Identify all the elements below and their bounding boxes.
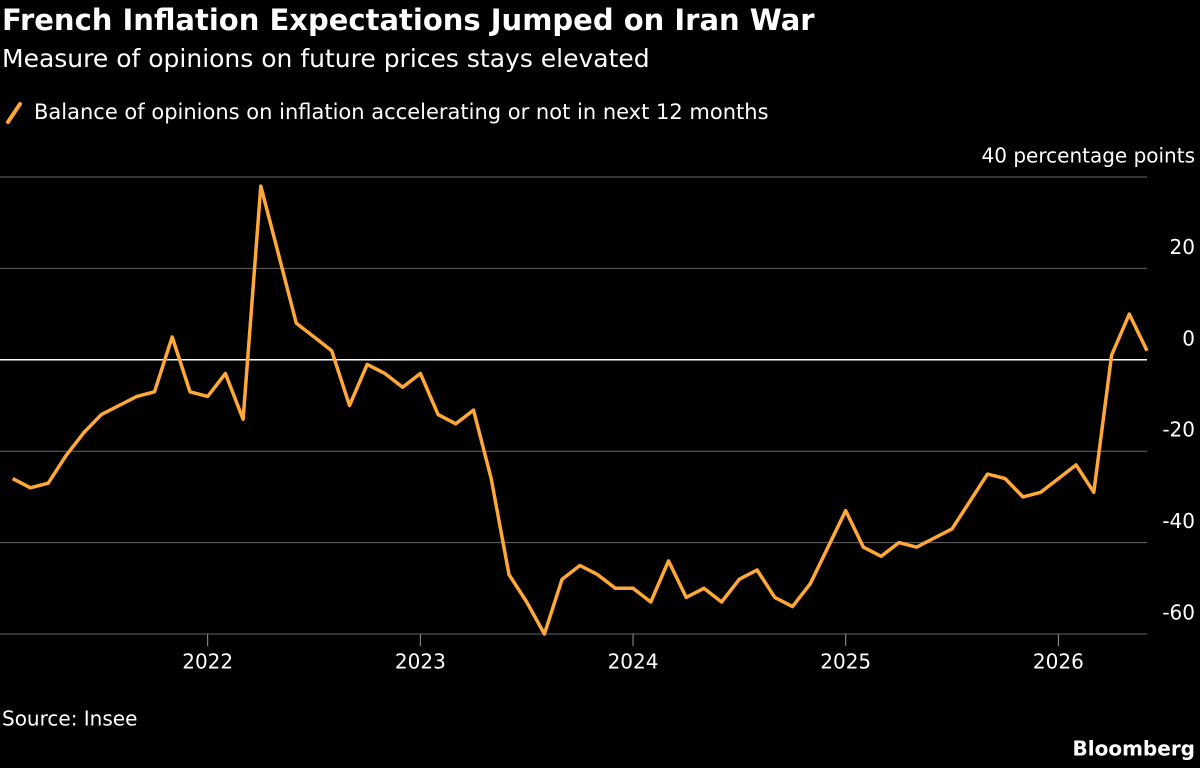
legend-swatch (6, 102, 22, 124)
x-tick-label: 2025 (820, 650, 871, 674)
x-tick-label: 2023 (395, 650, 446, 674)
y-tick-label: -40 (1162, 509, 1195, 533)
source: Source: Insee (2, 707, 137, 731)
x-tick-label: 2026 (1033, 650, 1084, 674)
data-line (11, 184, 1149, 636)
y-tick-label: 20 (1170, 235, 1195, 259)
x-tick-label: 2024 (608, 650, 659, 674)
brand: Bloomberg (1073, 737, 1195, 761)
chart-subtitle: Measure of opinions on future prices sta… (2, 44, 650, 73)
y-tick-label: 40 percentage points (982, 144, 1195, 168)
legend-label: Balance of opinions on inflation acceler… (34, 100, 769, 124)
y-tick-label: 0 (1182, 326, 1195, 350)
chart-title: French Inflation Expectations Jumped on … (2, 3, 815, 37)
x-tick-label: 2022 (182, 650, 233, 674)
y-tick-label: -20 (1162, 418, 1195, 442)
y-tick-label: -60 (1162, 601, 1195, 625)
